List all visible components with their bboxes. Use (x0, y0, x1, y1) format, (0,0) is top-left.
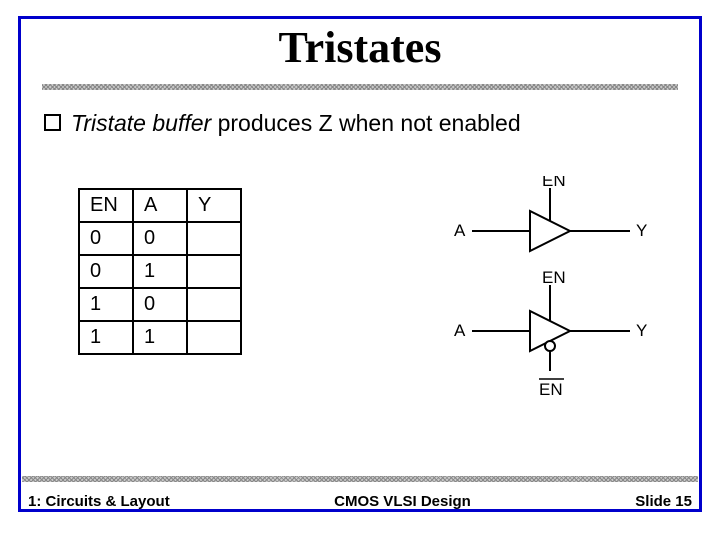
table-cell: 0 (133, 288, 187, 321)
slide-container: Tristates Tristate buffer produces Z whe… (0, 0, 720, 540)
table-cell: 0 (133, 222, 187, 255)
bullet-italic: Tristate buffer (71, 110, 211, 136)
table-row: 1 0 (79, 288, 241, 321)
table-cell (187, 321, 241, 354)
table-cell: 0 (79, 222, 133, 255)
en-label: EN (542, 271, 566, 287)
slide-footer: 1: Circuits & Layout CMOS VLSI Design Sl… (22, 493, 698, 510)
en-bar-label: EN (539, 380, 563, 399)
tristate-buffer-2-icon: EN A Y EN (452, 271, 662, 401)
col-header: EN (79, 189, 133, 222)
en-label: EN (542, 176, 566, 190)
table-cell (187, 222, 241, 255)
table-cell (187, 255, 241, 288)
a-label: A (454, 221, 466, 240)
truth-table: EN A Y 0 0 0 1 1 0 1 1 (78, 188, 242, 355)
table-cell: 1 (133, 255, 187, 288)
footer-right: Slide 15 (635, 493, 692, 510)
table-cell: 0 (79, 255, 133, 288)
table-cell: 1 (133, 321, 187, 354)
bullet-text: Tristate buffer produces Z when not enab… (71, 110, 521, 137)
table-row: 0 1 (79, 255, 241, 288)
title-divider (42, 84, 678, 90)
y-label: Y (636, 221, 647, 240)
table-cell: 1 (79, 288, 133, 321)
slide-title: Tristates (0, 22, 720, 73)
footer-left: 1: Circuits & Layout (28, 493, 170, 510)
bullet-rest: produces Z when not enabled (211, 110, 520, 136)
col-header: Y (187, 189, 241, 222)
tristate-diagrams: EN A Y EN A Y EN (452, 176, 682, 401)
table-cell: 1 (79, 321, 133, 354)
table-cell (187, 288, 241, 321)
tristate-buffer-1-icon: EN A Y (452, 176, 662, 271)
table-row: 1 1 (79, 321, 241, 354)
footer-divider (22, 476, 698, 482)
bullet-line: Tristate buffer produces Z when not enab… (44, 110, 676, 137)
footer-center: CMOS VLSI Design (334, 493, 471, 510)
table-row: 0 0 (79, 222, 241, 255)
table-header-row: EN A Y (79, 189, 241, 222)
bullet-box-icon (44, 114, 61, 131)
col-header: A (133, 189, 187, 222)
a-label: A (454, 321, 466, 340)
y-label: Y (636, 321, 647, 340)
